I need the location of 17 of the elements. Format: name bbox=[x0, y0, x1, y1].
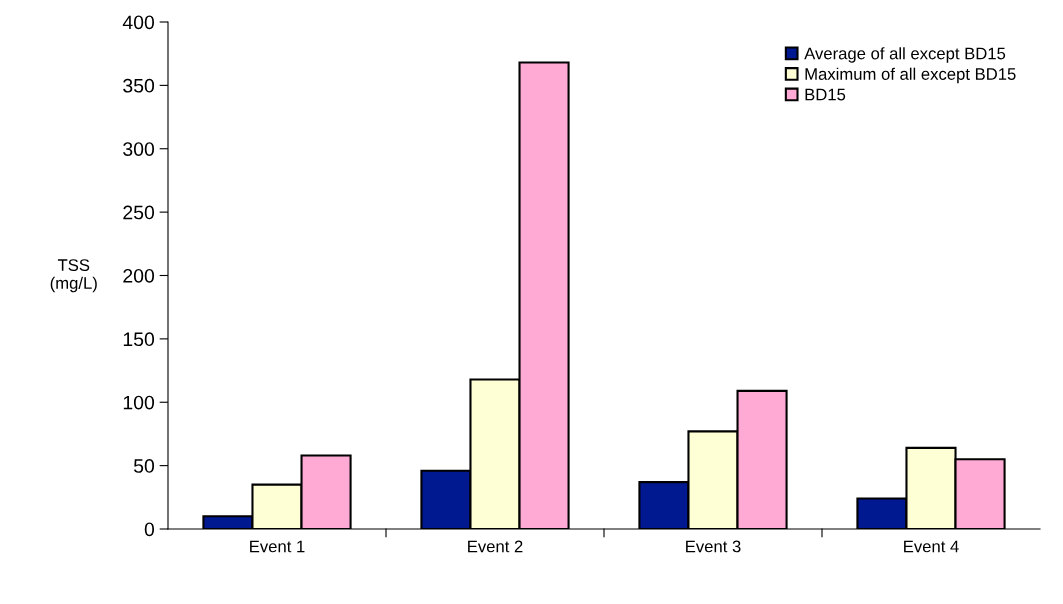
legend-label: BD15 bbox=[805, 88, 846, 101]
y-tick-label: 100 bbox=[123, 395, 155, 410]
x-tick-label: Event 3 bbox=[686, 540, 741, 553]
y-tick-label: 50 bbox=[133, 459, 155, 473]
y-tick-label: 350 bbox=[123, 78, 155, 93]
y-tick-label: 400 bbox=[122, 15, 155, 30]
y-tick-label: 250 bbox=[123, 205, 155, 220]
y-tick-label: 0 bbox=[144, 522, 155, 537]
y-tick-label: 200 bbox=[123, 268, 155, 283]
y-tick-label: 150 bbox=[123, 332, 155, 347]
x-tick-label: Event 2 bbox=[468, 540, 523, 553]
legend-label: Maximum of all except BD15 bbox=[805, 67, 1016, 84]
x-tick-label: Event 4 bbox=[904, 540, 959, 553]
y-tick-label: 300 bbox=[123, 142, 155, 156]
legend-label: Average of all except BD15 bbox=[804, 47, 1006, 63]
y-axis-title: TSS (mg/L) bbox=[50, 259, 97, 293]
x-tick-label: Event 1 bbox=[250, 540, 305, 553]
